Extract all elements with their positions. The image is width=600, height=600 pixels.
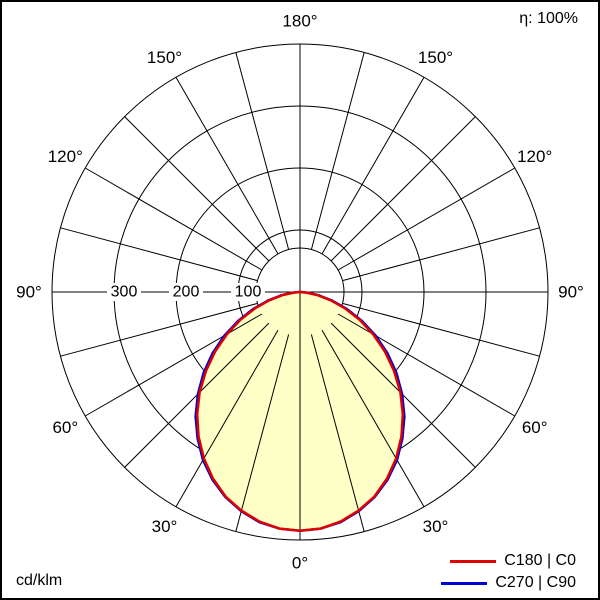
angle-tick-label: 150° [147,48,182,67]
spoke-line [175,76,279,255]
angle-tick-label: 90° [558,283,584,302]
spoke-line [60,302,258,357]
legend-label-c90: C270 | C90 [495,574,576,591]
angle-tick-label: 150° [418,48,453,67]
spoke-line [342,227,540,282]
spoke-line [310,52,365,250]
spoke-line [321,329,425,508]
spoke-line [321,76,425,255]
legend-label-c0: C180 | C0 [504,552,576,569]
angle-tick-label: 60° [52,418,78,437]
spoke-line [175,329,279,508]
angle-tick-label: 0° [292,554,308,573]
angle-tick-label: 60° [522,418,548,437]
angle-tick-label: 30° [423,517,449,536]
spoke-line [342,302,540,357]
efficiency-label: η: 100% [519,10,578,27]
angle-tick-label: 120° [517,147,552,166]
radial-tick-label: 200 [173,284,200,301]
spoke-line [235,52,290,250]
spoke-line [337,167,516,271]
spoke-line [84,167,263,271]
spoke-line [337,313,516,417]
spoke-line [124,116,270,262]
legend-line-c90-icon [441,581,488,585]
angle-tick-label: 180° [282,12,317,31]
radial-tick-bg [169,283,203,301]
angle-tick-label: 120° [48,147,83,166]
unit-label: cd/klm [16,572,63,589]
angle-tick-label: 30° [152,517,178,536]
radial-tick-bg [107,283,141,301]
radial-tick-label: 300 [111,284,138,301]
legend-item-c0: C180 | C0 [441,552,576,570]
angle-tick-label: 90° [16,283,42,302]
spoke-line [60,227,258,282]
legend-line-c0-icon [450,559,497,563]
spoke-line [235,334,290,532]
radial-tick-bg [231,283,265,301]
spoke-line [330,116,476,262]
legend: C180 | C0 C270 | C90 [441,552,576,592]
spoke-line [84,313,263,417]
spoke-line [310,334,365,532]
intensity-curve [195,290,405,532]
radial-tick-label: 100 [235,284,262,301]
legend-item-c90: C270 | C90 [441,574,576,592]
